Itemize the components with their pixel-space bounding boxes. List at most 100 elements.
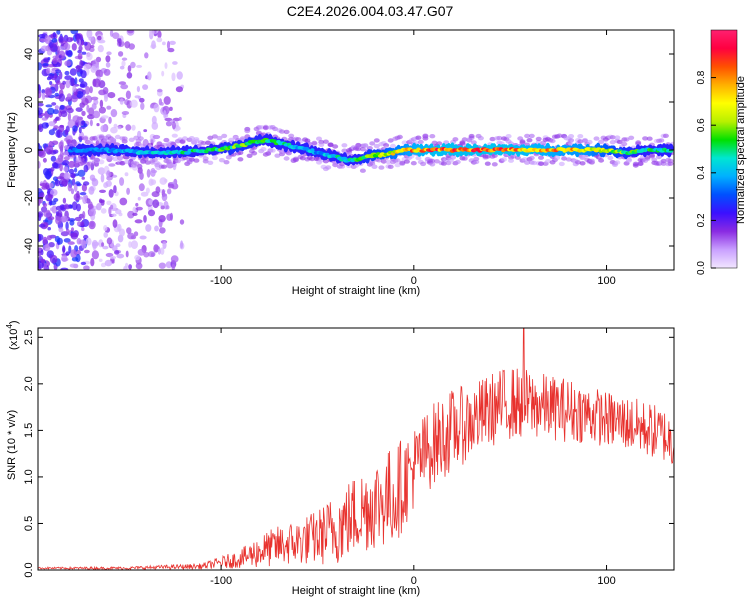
heatmap-halo [521, 157, 528, 162]
heatmap-speckle [160, 205, 165, 210]
heatmap-speckle [41, 185, 47, 190]
heatmap-speckle [47, 227, 51, 231]
heatmap-speckle [90, 45, 95, 48]
svg-text:(x104): (x104) [5, 320, 20, 350]
heatmap-speckle [50, 207, 54, 212]
heatmap-speckle [47, 92, 52, 96]
heatmap-speckle [46, 235, 53, 241]
heatmap-speckle [119, 228, 125, 237]
heatmap-speckle [159, 177, 167, 185]
heatmap-speckle [180, 240, 184, 249]
heatmap-halo [82, 136, 89, 141]
heatmap-speckle [127, 232, 135, 240]
heatmap-speckle [46, 67, 51, 75]
heatmap-halo [244, 128, 251, 134]
heatmap-speckle [179, 219, 185, 225]
heatmap-speckle [66, 228, 70, 234]
heatmap-speckle [130, 61, 136, 69]
heatmap-speckle [91, 241, 100, 247]
heatmap-speckle [130, 99, 138, 108]
heatmap-speckle [83, 234, 89, 240]
heatmap-speckle [96, 123, 100, 127]
heatmap-speckle [101, 115, 109, 119]
heatmap-halo [144, 160, 151, 165]
heatmap-speckle [67, 112, 71, 122]
heatmap-speckle [51, 38, 58, 43]
heatmap-speckle [149, 104, 155, 109]
heatmap-y-label: Frequency (Hz) [6, 112, 18, 188]
heatmap-speckle [43, 203, 48, 207]
heatmap-halo [667, 161, 674, 166]
heatmap-halo [637, 161, 644, 166]
heatmap-speckle [149, 30, 155, 36]
heatmap-speckle [144, 52, 149, 59]
heatmap-speckle [113, 185, 117, 194]
heatmap-speckle [145, 224, 152, 232]
heatmap-speckle [124, 172, 129, 177]
heatmap-halo [304, 138, 311, 143]
heatmap-halo [80, 160, 87, 166]
heatmap-speckle [57, 210, 63, 218]
heatmap-speckle [79, 192, 87, 196]
heatmap-speckle [81, 227, 85, 232]
heatmap-halo [415, 155, 422, 161]
heatmap-speckle [110, 109, 118, 118]
heatmap-halo [459, 141, 466, 146]
heatmap-halo [461, 137, 468, 142]
heatmap-halo [526, 138, 533, 143]
heatmap-speckle [105, 62, 111, 68]
heatmap-speckle [59, 71, 63, 80]
heatmap-speckle [111, 213, 117, 217]
heatmap-halo [110, 137, 117, 143]
heatmap-speckle [124, 41, 131, 49]
heatmap-halo [318, 142, 325, 147]
heatmap-speckle [58, 93, 65, 102]
heatmap-speckle [140, 191, 149, 197]
heatmap-halo [452, 137, 459, 142]
heatmap-halo [193, 158, 200, 163]
heatmap-speckle [100, 208, 107, 214]
heatmap-halo [609, 135, 616, 140]
heatmap-speckle [91, 177, 97, 182]
heatmap-speckle [89, 86, 93, 94]
heatmap-speckle [44, 35, 51, 45]
heatmap-speckle [59, 163, 63, 172]
heatmap-speckle [119, 177, 125, 186]
heatmap-speckle [64, 70, 70, 76]
heatmap-speckle [77, 169, 86, 177]
heatmap-speckle [142, 84, 149, 90]
heatmap-speckle [131, 124, 136, 131]
heatmap-speckle [51, 102, 57, 106]
heatmap-speckle [133, 231, 139, 237]
heatmap-speckle [119, 197, 128, 206]
heatmap-speckle [58, 55, 62, 59]
heatmap-x-ticks: -100 0 100 [210, 30, 616, 287]
colorbar: 0.0 0.2 0.4 0.6 0.8 Normalized spectral ampl… [696, 29, 747, 275]
heatmap-halo [163, 137, 170, 143]
heatmap-halo [223, 160, 230, 165]
heatmap-speckle [71, 43, 77, 51]
heatmap-speckle [49, 81, 53, 85]
heatmap-halo [181, 136, 188, 141]
heatmap-halo [75, 157, 82, 162]
heatmap-speckle [127, 30, 134, 34]
heatmap-halo [628, 135, 635, 140]
heatmap-speckle [160, 247, 165, 255]
heatmap-halo [598, 158, 605, 163]
heatmap-halo [385, 159, 392, 165]
heatmap-speckle [77, 221, 82, 227]
snr-y-tick-label: 0.5 [23, 516, 35, 531]
heatmap-speckle [167, 183, 175, 189]
heatmap-speckle [66, 107, 74, 114]
heatmap-speckle [45, 147, 49, 153]
heatmap-speckle [150, 179, 157, 186]
colorbar-tick-label: 0.2 [696, 213, 707, 227]
heatmap-halo [359, 147, 366, 152]
heatmap-speckle [53, 125, 59, 129]
heatmap-speckle [38, 107, 43, 116]
heatmap-halo [505, 134, 512, 139]
heatmap-speckle [118, 51, 124, 57]
heatmap-speckle [112, 32, 120, 39]
heatmap-halo [63, 156, 70, 161]
heatmap-halo [221, 133, 228, 139]
